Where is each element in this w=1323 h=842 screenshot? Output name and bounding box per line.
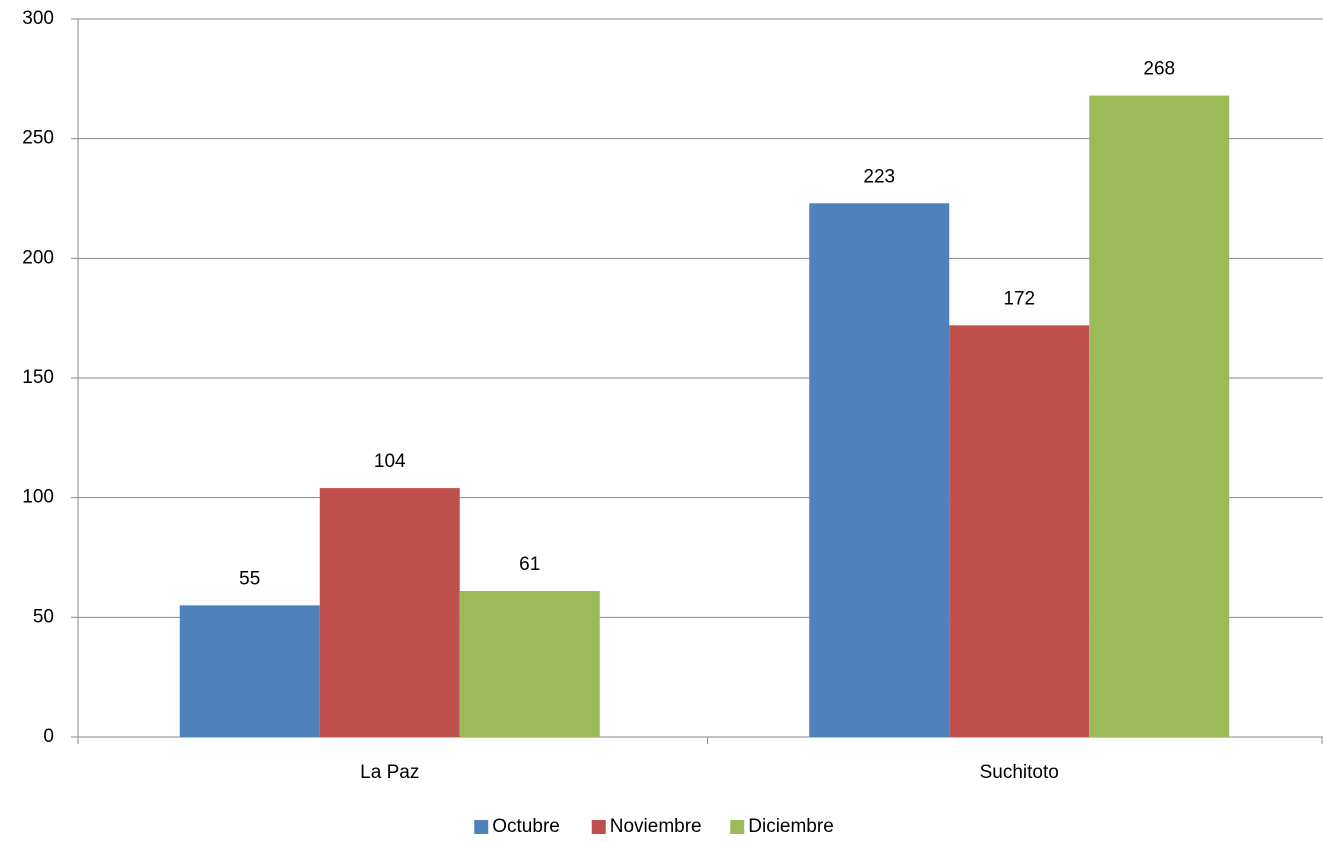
bar	[949, 325, 1090, 737]
y-tick-label: 150	[22, 367, 54, 388]
legend-swatch	[474, 820, 489, 834]
y-tick-label: 200	[22, 247, 54, 268]
data-label: 104	[374, 451, 406, 472]
y-tick-label: 250	[22, 128, 54, 149]
legend-label: Noviembre	[610, 816, 702, 837]
bar	[179, 605, 320, 737]
x-tick-label: Suchitoto	[980, 762, 1059, 783]
data-label: 55	[239, 568, 260, 589]
bar	[1089, 95, 1230, 737]
legend-label: Octubre	[492, 816, 560, 837]
bar	[809, 203, 950, 737]
x-tick-label: La Paz	[360, 762, 419, 783]
legend-label: Diciembre	[748, 816, 834, 837]
data-label: 268	[1143, 59, 1175, 80]
y-tick-label: 50	[33, 606, 54, 627]
legend-swatch	[591, 820, 606, 834]
bar	[459, 591, 600, 737]
y-tick-label: 0	[43, 726, 54, 747]
bar	[319, 488, 460, 737]
y-tick-label: 100	[22, 487, 54, 508]
data-label: 172	[1003, 288, 1035, 309]
data-label: 61	[519, 554, 540, 575]
y-tick-label: 300	[22, 8, 54, 29]
legend-swatch	[730, 820, 745, 834]
data-label: 223	[863, 166, 895, 187]
